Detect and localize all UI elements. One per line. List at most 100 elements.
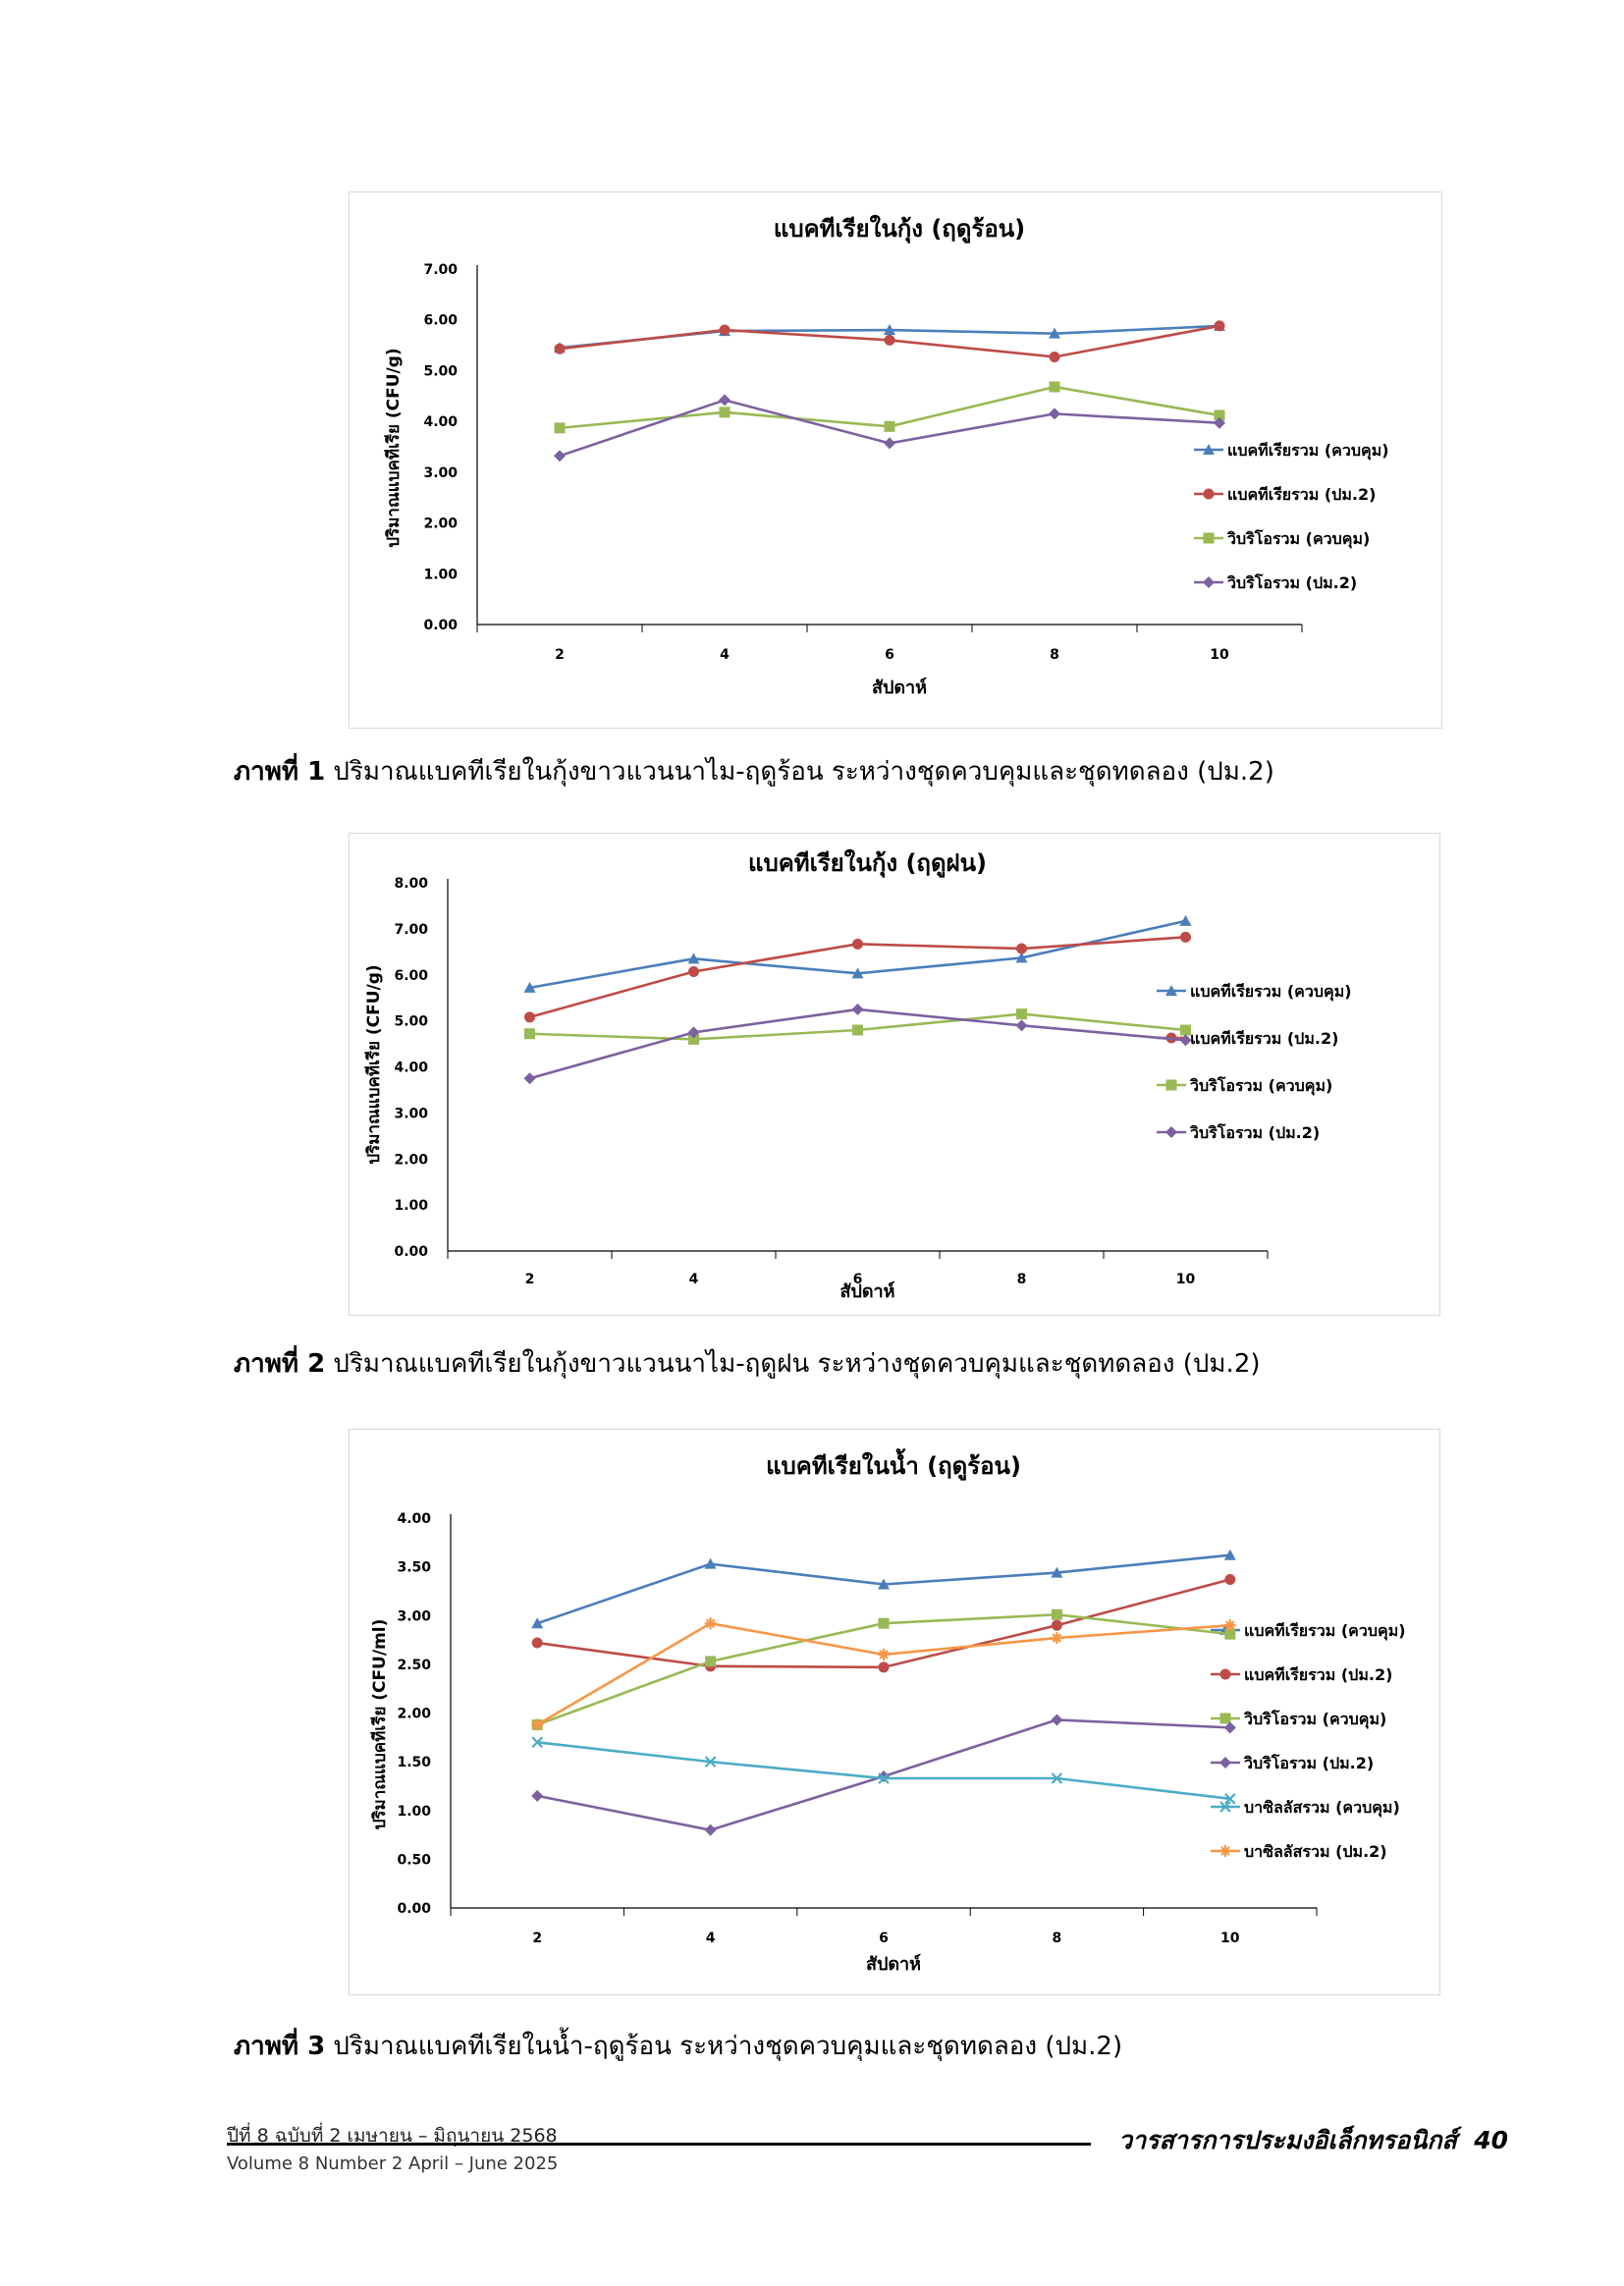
chart-2-series-2-point (524, 1011, 535, 1023)
chart-1-svg: แบคทีเรียในกุ้ง (ฤดูร้อน) 0.00 1.00 2.00 3.0… (383, 214, 1389, 698)
chart-3-series-1-point (704, 1557, 717, 1569)
figure-2-caption: ภาพที่ 2 ปริมาณแบคทีเรียในกุ้งขาวแวนนาไม… (234, 1348, 1261, 1380)
chart-1-y-tick-label: 7.00 (423, 262, 458, 278)
figure-1-text: ปริมาณแบคทีเรียในกุ้งขาวแวนนาไม-ฤดูร้อน … (325, 757, 1274, 787)
chart-1-y-tick-label: 0.00 (423, 618, 458, 633)
chart-1-x-axis-label: สัปดาห์ (872, 677, 927, 698)
chart-1-y-tick-label: 2.00 (423, 517, 458, 532)
chart-3-legend-4-marker (1219, 1757, 1231, 1769)
chart-3-legend-1-label: แบคทีเรียรวม (ควบคุม) (1244, 1621, 1406, 1641)
chart-3-y-tick-label: 0.00 (397, 1901, 431, 1917)
chart-2-legend-3-marker (1165, 1079, 1177, 1091)
chart-3-series-3-point (878, 1617, 890, 1629)
chart-3-x-tick-label: 6 (879, 1931, 889, 1946)
chart-2-series-4-point (523, 1072, 536, 1085)
footer-journal: วารสารการประมงอิเล็กทรอนิกส์ 40 (1118, 2121, 1508, 2160)
chart-2-x-axis-label: สัปดาห์ (839, 1280, 894, 1302)
chart-1-y-tick-label: 4.00 (423, 414, 458, 430)
chart-1-series-3-point (554, 422, 566, 434)
chart-2: แบคทีเรียในกุ้ง (ฤดูฝน) 0.00 1.00 2.00 3.00 4… (349, 833, 1440, 1316)
chart-3-series-2-point (1051, 1619, 1062, 1631)
chart-2-title: แบคทีเรียในกุ้ง (ฤดูฝน) (748, 848, 987, 879)
chart-2-series-4-point (851, 1003, 864, 1015)
figure-3-label: ภาพที่ 3 (234, 2032, 326, 2061)
chart-3-y-tick-label: 0.50 (397, 1852, 431, 1868)
chart-3-y-tick-label: 1.00 (397, 1804, 431, 1820)
chart-3-series-1-point (1223, 1549, 1236, 1560)
chart-2-y-tick-label: 7.00 (394, 922, 428, 938)
chart-3-series-4-point (531, 1789, 544, 1802)
chart-1-y-axis-label: ปริมาณแบคทีเรีย (CFU/g) (383, 348, 404, 547)
chart-2-svg: แบคทีเรียในกุ้ง (ฤดูฝน) 0.00 1.00 2.00 3.00 4… (363, 848, 1352, 1302)
chart-3-y-axis-label: ปริมาณแบคทีเรีย (CFU/ml) (369, 1619, 390, 1830)
chart-1-legend-1-label: แบคทีเรียรวม (ควบคุม) (1227, 441, 1389, 461)
chart-2-series-1-point (687, 952, 700, 964)
chart-2-y-tick-label: 1.00 (394, 1198, 428, 1214)
chart-1-series-2-point (1214, 320, 1225, 332)
chart-3-series-4-point (1223, 1721, 1236, 1734)
chart-1: แบคทีเรียในกุ้ง (ฤดูร้อน) 0.00 1.00 2.00 3.0… (349, 191, 1442, 729)
chart-3-legend-6-label: บาซิลลัสรวม (ปม.2) (1244, 1842, 1387, 1861)
chart-1-legend-3-marker (1203, 532, 1215, 544)
chart-3-x-tick-label: 8 (1053, 1931, 1062, 1946)
chart-1-x-tick-label: 8 (1050, 647, 1059, 663)
chart-1-title: แบคทีเรียในกุ้ง (ฤดูร้อน) (774, 214, 1025, 245)
chart-1-series-4-point (1214, 416, 1225, 429)
chart-3-series-6-point (878, 1648, 890, 1660)
chart-3-series-1-point (531, 1617, 544, 1629)
chart-1-series-3-point (884, 420, 895, 432)
chart-1-x-tick-label: 10 (1210, 647, 1229, 663)
chart-3-series-1-point (878, 1578, 890, 1590)
chart-2-series-2-point (688, 965, 699, 977)
footer-issue-en: Volume 8 Number 2 April – June 2025 (227, 2153, 559, 2174)
chart-1-x-tick-label: 4 (720, 647, 730, 663)
chart-2-series-4-point (1179, 1034, 1192, 1047)
chart-3-y-tick-label: 2.50 (397, 1658, 431, 1673)
chart-3-series-3-point (705, 1656, 717, 1667)
chart-1-series-3-point (1214, 409, 1225, 421)
chart-3-x-tick-label: 2 (532, 1931, 542, 1946)
chart-3-series-5-point (531, 1736, 543, 1749)
chart-3-title: แบคทีเรียในน้ำ (ฤดูร้อน) (766, 1447, 1021, 1481)
chart-2-legend-2-label: แบคทีเรียรวม (ปม.2) (1190, 1029, 1338, 1048)
chart-2-legend-4-marker (1165, 1126, 1177, 1138)
chart-2-y-axis-label: ปริมาณแบคทีเรีย (CFU/g) (363, 964, 384, 1164)
chart-1-x-tick-label: 6 (885, 647, 894, 663)
chart-3-svg: แบคทีเรียในน้ำ (ฤดูร้อน) 0.00 0.50 1.00 1.50… (369, 1447, 1406, 1975)
chart-3-legend-6-marker (1219, 1845, 1231, 1857)
chart-1-series-3-point (719, 407, 731, 418)
figure-1-label: ภาพที่ 1 (234, 757, 326, 787)
chart-2-legend-4-label: วิบริโอรวม (ปม.2) (1189, 1122, 1320, 1142)
chart-2-series-2-point (1016, 943, 1027, 954)
chart-1-y-tick-label: 5.00 (423, 363, 458, 379)
chart-1-legend-2-label: แบคทีเรียรวม (ปม.2) (1227, 485, 1376, 504)
chart-2-legend-1-marker (1165, 985, 1177, 996)
chart-1-series-2-point (554, 343, 566, 354)
chart-2-series-3-point (852, 1024, 863, 1036)
chart-2-y-tick-label: 3.00 (394, 1106, 428, 1121)
chart-2-series-2-point (1180, 931, 1191, 943)
chart-1-series-2-point (719, 324, 731, 336)
chart-1-x-tick-label: 2 (555, 647, 565, 663)
chart-3-series-2-point (1224, 1574, 1236, 1586)
chart-1-legend-4-marker (1203, 576, 1215, 588)
chart-2-series-4-point (1015, 1019, 1028, 1032)
chart-1-y-tick-label: 6.00 (423, 313, 458, 329)
chart-3-series-1-point (1051, 1566, 1063, 1578)
chart-2-y-tick-label: 5.00 (394, 1014, 428, 1030)
chart-3-series-6-point (1223, 1619, 1236, 1632)
chart-2-series-2-point (852, 938, 863, 950)
chart-3-series-2-point (878, 1661, 890, 1673)
footer-rule (227, 2143, 1091, 2146)
chart-3-series-6-point (704, 1617, 717, 1630)
figure-3-caption: ภาพที่ 3 ปริมาณแบคทีเรียในน้ำ-ฤดูร้อน ระ… (234, 2031, 1122, 2062)
figure-2-label: ภาพที่ 2 (234, 1349, 326, 1379)
chart-3-series-6-point (531, 1718, 544, 1731)
chart-3-series-3-point (1224, 1628, 1236, 1640)
chart-1-y-tick-label: 1.00 (423, 567, 458, 582)
chart-2-y-tick-label: 2.00 (394, 1152, 428, 1168)
chart-2-series-3-point (688, 1033, 699, 1045)
chart-3-y-tick-label: 2.00 (397, 1707, 431, 1722)
chart-3: แบคทีเรียในน้ำ (ฤดูร้อน) 0.00 0.50 1.00 1.50… (349, 1429, 1440, 1995)
chart-1-legend-2-marker (1203, 488, 1215, 500)
